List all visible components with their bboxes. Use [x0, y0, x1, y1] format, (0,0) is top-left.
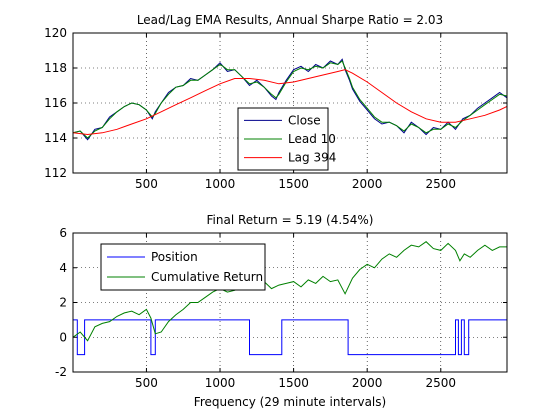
chart-title: Final Return = 5.19 (4.54%) [207, 213, 374, 227]
legend: Close Lead 10 Lag 394 [237, 107, 336, 171]
y-tick-label: 4 [59, 261, 67, 275]
chart-panel-1: Lead/Lag EMA Results, Annual Sharpe Rati… [44, 13, 508, 191]
x-tick-label: 1500 [278, 376, 309, 390]
series-line-lag-394 [73, 69, 507, 136]
x-tick-label: 500 [135, 376, 158, 390]
chart-panel-2: Final Return = 5.19 (4.54%)500 1000 1500 20… [55, 213, 508, 390]
legend: Position Cumulative Return [100, 243, 266, 291]
legend-entry: Position [151, 250, 198, 264]
y-tick-label: 0 [59, 330, 67, 344]
y-tick-label: 114 [44, 131, 67, 145]
x-tick-label: 1000 [205, 376, 236, 390]
legend-entry: Lead 10 [288, 132, 336, 146]
legend-entry: Cumulative Return [151, 270, 263, 284]
legend-entry: Close [288, 113, 321, 127]
y-tick-label: -2 [55, 365, 67, 379]
legend-entry: Lag 394 [288, 151, 336, 165]
series-line-cumulative-return [73, 241, 507, 342]
series-line-position [73, 319, 507, 356]
y-tick-label: 118 [44, 61, 67, 75]
x-tick-label: 2000 [352, 376, 383, 390]
chart-title: Lead/Lag EMA Results, Annual Sharpe Rati… [137, 13, 443, 27]
y-tick-label: 120 [44, 26, 67, 40]
figure-x-axis-label: Frequency (29 minute intervals) [194, 395, 386, 409]
x-tick-label: 1000 [205, 177, 236, 191]
x-tick-label: 2500 [426, 177, 457, 191]
y-tick-label: 6 [59, 226, 67, 240]
x-tick-label: 1500 [278, 177, 309, 191]
y-tick-label: 116 [44, 96, 67, 110]
x-tick-label: 500 [135, 177, 158, 191]
legend-box [100, 243, 266, 291]
y-tick-label: 112 [44, 166, 67, 180]
x-tick-label: 2500 [426, 376, 457, 390]
series-line-lead-10 [73, 60, 507, 139]
x-tick-label: 2000 [352, 177, 383, 191]
y-tick-label: 2 [59, 296, 67, 310]
